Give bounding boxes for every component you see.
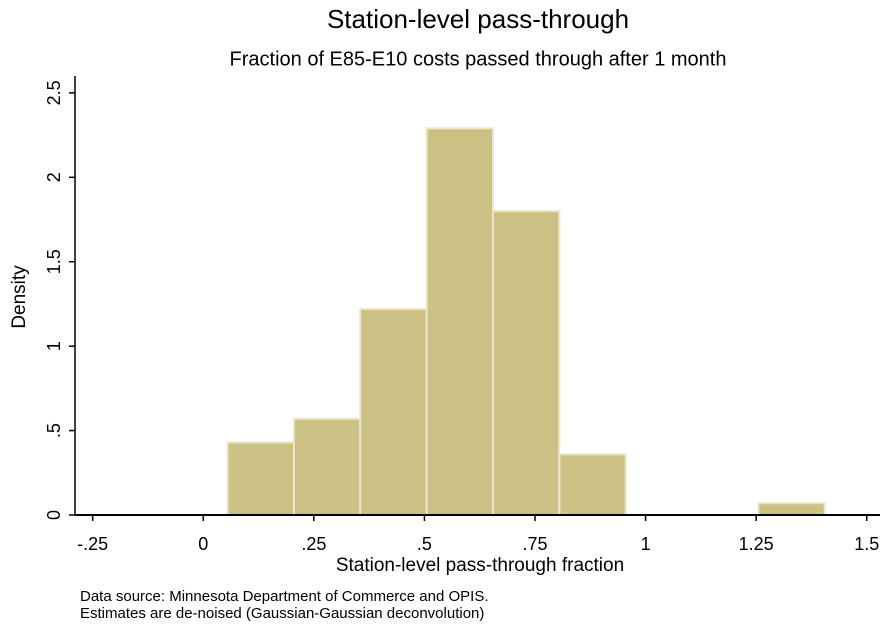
y-tick-label: 0 [44, 510, 64, 520]
y-tick-label: 1.5 [44, 249, 64, 274]
bar [491, 210, 561, 516]
x-axis-title: Station-level pass-through fraction [336, 555, 624, 576]
bar [425, 127, 494, 516]
y-tick-label: 2 [44, 172, 64, 182]
x-tick-label: -.25 [77, 534, 108, 554]
y-axis-title: Density [9, 265, 30, 329]
note: Estimates are de-noised (Gaussian-Gaussi… [80, 605, 484, 622]
bar [757, 502, 826, 516]
x-tick-label: 0 [198, 534, 208, 554]
y-tick-label: 2.5 [44, 80, 64, 105]
x-tick-label: .75 [522, 534, 547, 554]
chart-subtitle: Fraction of E85-E10 costs passed through… [230, 48, 727, 70]
bar [558, 453, 627, 517]
x-tick-label: .5 [417, 534, 432, 554]
x-tick-label: .25 [301, 534, 326, 554]
x-tick-label: 1.5 [854, 534, 879, 554]
y-tick-label: 1 [44, 341, 64, 351]
bar [292, 417, 362, 516]
x-tick-label: 1.25 [739, 534, 774, 554]
bar [226, 441, 295, 516]
bar [359, 308, 428, 516]
x-tick-label: 1 [641, 534, 651, 554]
chart-title: Station-level pass-through [327, 4, 629, 34]
note: Data source: Minnesota Department of Com… [80, 588, 489, 605]
y-tick-label: .5 [44, 423, 64, 438]
